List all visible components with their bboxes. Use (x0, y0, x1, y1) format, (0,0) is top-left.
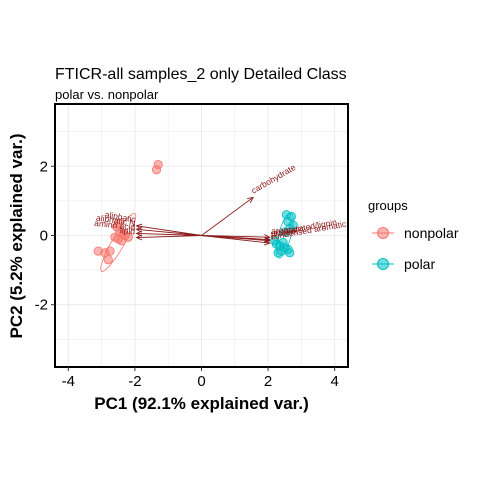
point-polar (278, 237, 288, 248)
loading-arrow (136, 228, 202, 236)
x-tick-label: 2 (264, 373, 272, 390)
point-polar (273, 248, 283, 258)
y-tick-label: 2 (40, 158, 48, 175)
loading-label: aromatic (271, 223, 305, 236)
legend-key-polar (368, 253, 398, 275)
x-tick-label: -2 (128, 373, 141, 390)
chart-subtitle: polar vs. nonpolar (55, 87, 159, 102)
loading-arrow (201, 197, 254, 236)
loading-arrowhead (263, 239, 271, 246)
loading-label: protein (270, 226, 297, 240)
legend-item-polar: polar (368, 253, 435, 275)
legend-label-nonpolar: nonpolar (404, 225, 459, 241)
y-tick-label: 0 (40, 228, 48, 245)
data-points (93, 159, 298, 265)
legend-title: groups (368, 198, 408, 213)
legend-key-nonpolar (368, 222, 398, 244)
point-nonpolar (103, 255, 113, 265)
y-tick-label: -2 (35, 297, 48, 314)
point-nonpolar (151, 165, 162, 175)
axis-ticks: -4 -2 0 2 4 -2 0 2 (35, 158, 339, 390)
loading-arrow (136, 232, 202, 236)
point-polar (285, 248, 295, 258)
loading-arrowhead (247, 196, 254, 203)
y-axis-label: PC2 (5.2% explained var.) (7, 133, 26, 339)
loading-label: carbohydrate (249, 162, 297, 196)
x-tick-label: 4 (331, 373, 339, 390)
loading-arrowhead (135, 234, 143, 241)
loading-label: lipid (120, 225, 136, 236)
point-nonpolar (113, 234, 123, 244)
x-axis-label: PC1 (92.1% explained var.) (94, 394, 309, 413)
point-nonpolar (105, 246, 115, 256)
x-tick-label: 0 (197, 373, 205, 390)
legend-item-nonpolar: nonpolar (368, 222, 459, 244)
chart-title: FTICR-all samples_2 only Detailed Class (55, 66, 347, 83)
x-tick-label: -4 (62, 373, 75, 390)
point-polar (280, 227, 290, 237)
loading-arrow (136, 235, 202, 239)
loading-arrowhead (264, 237, 271, 244)
loading-arrow (136, 225, 202, 236)
loading-arrow (201, 235, 270, 242)
legend-label-polar: polar (404, 256, 436, 272)
loading-label: amino acid (94, 218, 136, 232)
loading-arrowhead (135, 226, 143, 233)
